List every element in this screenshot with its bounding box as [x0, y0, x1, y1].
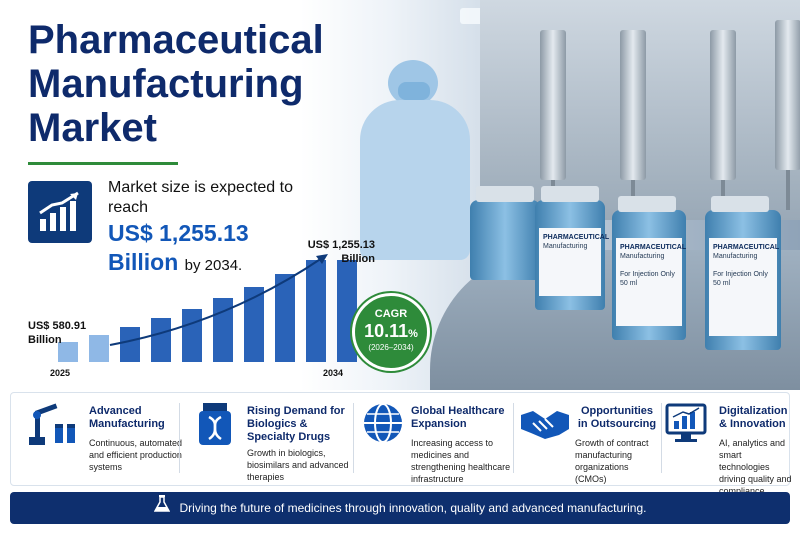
chart-bar	[89, 335, 109, 362]
chart-bar	[244, 287, 264, 362]
x-axis-end: 2034	[323, 368, 344, 378]
feature-desc: Growth of contract manufacturing organiz…	[575, 438, 649, 484]
cagr-period: (2026–2034)	[368, 343, 414, 352]
market-value: US$ 1,255.13	[108, 220, 249, 246]
vial	[470, 186, 540, 280]
chart-bar	[58, 342, 78, 362]
feature-desc: Increasing access to medicines and stren…	[411, 438, 511, 484]
handshake-icon	[519, 401, 571, 447]
feature-biologics: Rising Demand for Biologics & Specialty …	[191, 397, 351, 483]
chart-bar	[120, 327, 140, 362]
feature-title: Advanced Manufacturing	[89, 405, 165, 430]
feature-global-healthcare: Global Healthcare Expansion Increasing a…	[361, 397, 511, 484]
feature-title: Global Healthcare Expansion	[411, 405, 505, 430]
feature-title: Opportunities in Outsourcing	[577, 405, 657, 430]
feature-outsourcing: Opportunities in Outsourcing Growth of c…	[519, 397, 659, 484]
vial: PHARMACEUTICAL Manufacturing For Injection…	[705, 196, 781, 350]
growth-chart-icon	[28, 181, 92, 243]
flask-icon	[153, 493, 170, 525]
divider	[513, 403, 514, 473]
cagr-value: 10.11%	[364, 321, 418, 341]
monitor-chart-icon	[665, 401, 717, 447]
lab-worker-figure	[360, 60, 480, 260]
feature-desc: AI, analytics and smart technologies dri…	[719, 438, 792, 496]
x-axis-start: 2025	[50, 368, 71, 378]
feature-desc: Growth in biologics, biosimilars and adv…	[247, 448, 349, 482]
feature-advanced-manufacturing: Advanced Manufacturing Continuous, autom…	[27, 397, 182, 483]
vial: PHARMACEUTICAL Manufacturing For Injection…	[612, 196, 686, 340]
features-strip: Advanced Manufacturing Continuous, autom…	[10, 392, 792, 496]
divider	[353, 403, 354, 473]
chart-bar	[151, 318, 171, 362]
robot-arm-icon	[27, 401, 79, 447]
cagr-badge: CAGR 10.11% (2026–2034)	[352, 293, 430, 371]
chart-end-label: US$ 1,255.13 Billion	[307, 239, 375, 265]
chart-bar	[275, 274, 295, 362]
feature-desc: Continuous, automated and efficient prod…	[89, 438, 183, 472]
market-intro: Market size is expected to reach	[108, 179, 293, 216]
feature-digitalization: Digitalization & Innovation AI, analytic…	[665, 397, 792, 496]
medicine-bottle-dna-icon	[191, 401, 243, 447]
chart-start-label: US$ 580.91 Billion	[28, 320, 87, 346]
title-underline	[28, 162, 178, 165]
feature-title: Rising Demand for Biologics & Specialty …	[247, 405, 345, 443]
feature-title: Digitalization & Innovation	[719, 405, 788, 430]
market-year: by 2034.	[184, 257, 243, 274]
chart-bar	[306, 260, 326, 362]
divider	[661, 403, 662, 473]
cagr-label: CAGR	[374, 308, 408, 320]
globe-icon	[361, 401, 413, 447]
footer-banner: Driving the future of medicines through …	[10, 492, 790, 524]
filling-machine	[480, 0, 800, 220]
page-title: Pharmaceutical Manufacturing Market	[28, 18, 324, 150]
vial: PHARMACEUTICAL Manufacturing	[535, 186, 609, 310]
footer-text: Driving the future of medicines through …	[179, 501, 647, 515]
market-value-unit: Billion by 2034.	[108, 249, 243, 275]
divider	[179, 403, 180, 473]
